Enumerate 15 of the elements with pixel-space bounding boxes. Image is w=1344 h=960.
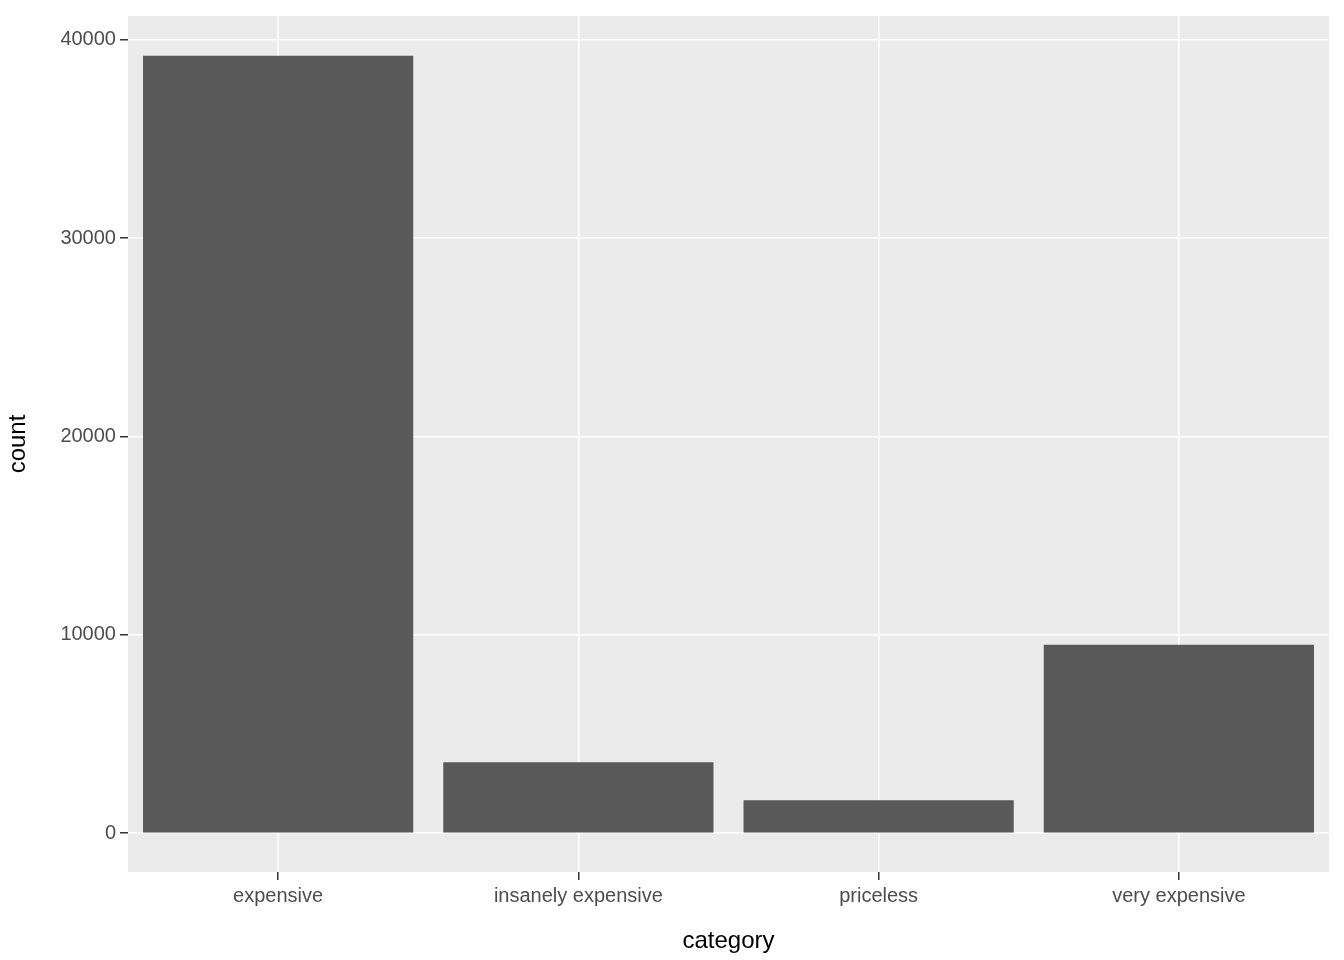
y-tick-label: 0 [104,820,116,843]
y-tick-label: 10000 [60,622,116,645]
bar [143,55,414,833]
x-tick-label: insanely expensive [493,883,663,906]
y-tick-label: 20000 [60,423,116,446]
x-tick-label: priceless [839,883,919,906]
y-axis-title: count [3,414,31,474]
y-tick-label: 40000 [60,27,116,50]
x-tick-label: expensive [233,883,324,906]
bar [1043,644,1314,833]
x-axis-title: category [682,926,775,954]
x-tick-label: very expensive [1112,883,1246,906]
bar [743,800,1014,833]
y-tick-label: 30000 [60,225,116,248]
bar [443,762,714,833]
